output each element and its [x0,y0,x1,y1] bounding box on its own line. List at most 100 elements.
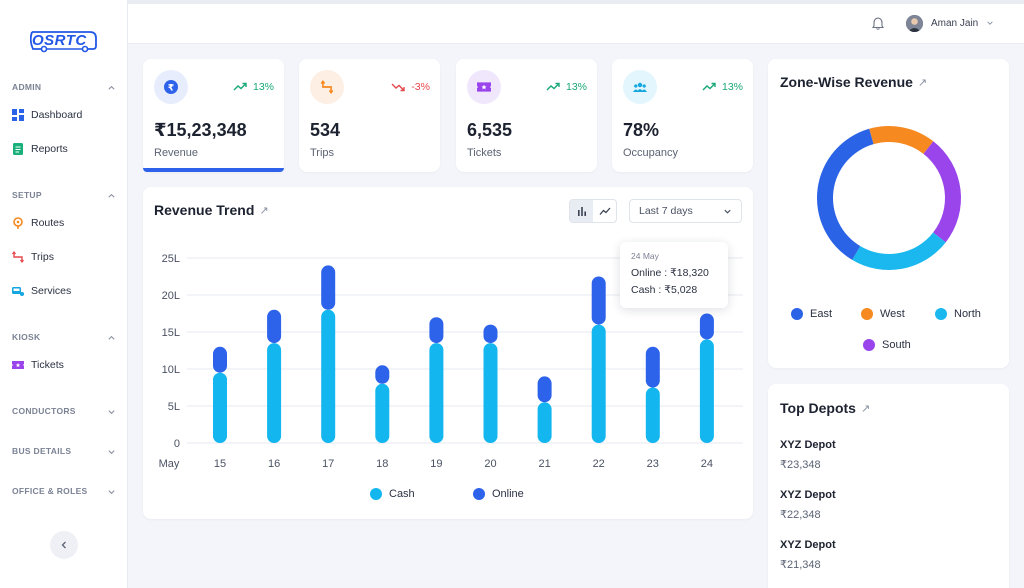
chevron-down-icon[interactable] [986,19,994,27]
card-title[interactable]: Revenue Trend ↗ [154,202,269,218]
sidebar-item-reports[interactable]: Reports [12,141,122,157]
stat-label: Occupancy [623,147,679,159]
trend-up-icon [702,82,716,91]
top-depots-title: Top Depots [780,400,856,416]
legend-label: North [954,308,981,320]
osrtc-logo[interactable]: OSRTC [30,28,100,54]
depot-revenue: ₹21,348 [780,559,821,571]
x-tick-label: 18 [376,458,388,470]
stat-card-revenue[interactable]: ₹ 13% ₹15,23,348 Revenue [143,59,284,172]
y-tick-label: 0 [174,438,180,450]
bar-chart-toggle[interactable] [570,200,593,222]
ticket-icon [477,82,491,92]
legend-north[interactable]: North [935,308,981,320]
legend-west[interactable]: West [861,308,905,320]
collapse-sidebar-button[interactable] [50,531,78,559]
bell-icon[interactable] [872,17,884,30]
rupee-icon: ₹ [164,80,178,94]
change-value: 13% [721,81,743,93]
legend-east[interactable]: East [791,308,832,320]
trend-up-icon [546,82,560,91]
x-tick-label: 17 [322,458,334,470]
section-conductors[interactable]: CONDUCTORS [12,404,116,418]
sidebar-item-label: Routes [31,217,65,229]
donut-slice-north [852,232,946,270]
revenue-bar-chart: 0 5L 10L 15L 20L 25L May 15 16 17 18 19 20 21 22 23 24 [159,253,743,470]
bar-online [321,265,336,310]
stat-card-trips[interactable]: -3% 534 Trips [299,59,440,172]
revenue-trend-card: Revenue Trend ↗ Last 7 days 0 5L 10L 15L 20L… [143,187,753,519]
bar-online [429,317,444,344]
bar-cash [591,324,606,443]
section-kiosk[interactable]: KIOSK [12,330,116,344]
x-tick-label: 20 [484,458,496,470]
legend-online[interactable]: Online [473,488,524,500]
x-tick-label: 24 [701,458,713,470]
stat-card-tickets[interactable]: 13% 6,535 Tickets [456,59,597,172]
avatar[interactable] [906,15,923,32]
sidebar-item-label: Services [31,285,72,297]
legend-label: East [810,308,833,320]
routes-icon [13,217,23,229]
bar-cash [321,309,336,443]
tooltip-cash: Cash : ₹5,028 [631,284,698,296]
tickets-icon-circle [467,70,501,104]
bar-online [699,313,714,340]
trend-down-icon [391,83,406,92]
donut-slice-west [869,126,934,154]
card-title[interactable]: Top Depots ↗ [780,400,870,416]
date-range-select[interactable]: Last 7 days [629,199,742,223]
bar-online [483,324,498,344]
sidebar-item-label: Tickets [31,359,64,371]
trend-up-icon [233,82,247,91]
sidebar-item-trips[interactable]: Trips [12,249,122,265]
chevron-down-icon [108,489,115,494]
section-title: ADMIN [12,82,42,92]
legend-cash[interactable]: Cash [370,488,415,500]
depot-name[interactable]: XYZ Depot [780,489,836,501]
depot-name[interactable]: XYZ Depot [780,539,836,551]
section-office-roles[interactable]: OFFICE & ROLES [12,484,116,498]
bar-online [591,276,606,325]
y-tick-label: 25L [162,253,180,265]
sidebar-item-tickets[interactable]: Tickets [12,357,122,373]
zone-revenue-card: Zone-Wise Revenue ↗ East West North Sout… [768,59,1009,368]
legend-dot [861,308,873,320]
bar-cash [699,339,714,443]
change-value: 13% [252,81,274,93]
legend-dot [473,488,485,500]
depot-name[interactable]: XYZ Depot [780,439,836,451]
stat-card-occupancy[interactable]: 13% 78% Occupancy [612,59,753,172]
stat-value: 6,535 [467,120,513,140]
stat-value: 534 [310,120,341,140]
section-admin[interactable]: ADMIN [12,80,116,94]
legend-south[interactable]: South [863,339,911,351]
line-chart-toggle[interactable] [593,200,616,222]
sidebar-item-label: Dashboard [31,109,83,121]
zone-revenue-title: Zone-Wise Revenue [780,74,913,90]
user-name[interactable]: Aman Jain [931,18,979,29]
legend-label: Online [492,488,524,500]
bar-chart-icon [577,207,586,216]
card-title[interactable]: Zone-Wise Revenue ↗ [780,74,927,90]
y-tick-label: 10L [162,364,180,376]
section-setup[interactable]: SETUP [12,188,116,202]
legend-label: Cash [389,488,415,500]
line-chart-icon [599,207,610,215]
donut-slice-south [923,141,961,243]
x-tick-label: 19 [430,458,442,470]
legend-dot [935,308,947,320]
bar-online [537,376,552,403]
section-bus-details[interactable]: BUS DETAILS [12,444,116,458]
bar-online [267,309,282,344]
revenue-trend-title: Revenue Trend [154,202,255,218]
sidebar-item-dashboard[interactable]: Dashboard [12,107,122,123]
top-bar: Aman Jain [128,0,1024,44]
sidebar-item-services[interactable]: Services [12,283,122,299]
stat-label: Revenue [154,147,199,159]
date-range-value: Last 7 days [639,205,693,217]
chevron-up-icon [108,335,115,340]
sidebar-item-routes[interactable]: Routes [12,215,122,231]
section-title: SETUP [12,190,42,200]
y-tick-label: 5L [168,401,180,413]
